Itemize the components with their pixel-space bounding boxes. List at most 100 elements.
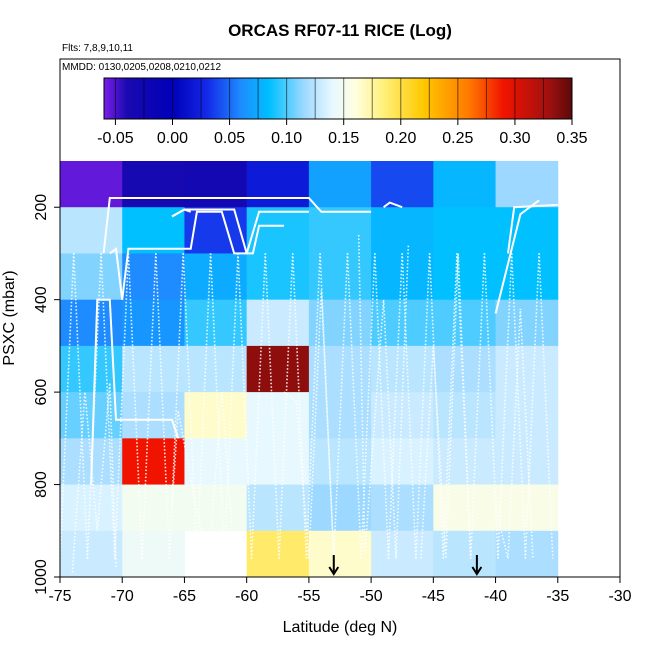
heatmap-cell	[495, 299, 559, 347]
x-tick-label: -60	[235, 588, 258, 605]
heatmap-cell	[308, 207, 372, 254]
heatmap-cell	[308, 253, 372, 301]
heatmap-cell	[308, 484, 372, 532]
colorbar-tick-label: 0.10	[271, 130, 302, 147]
plot-frame	[59, 58, 621, 578]
flight-track-solid	[109, 246, 124, 300]
heatmap-cell	[495, 530, 559, 578]
y-axis-label: PSXC (mbar)	[1, 270, 18, 365]
heatmap-cell	[122, 161, 185, 208]
heatmap-cell	[308, 438, 372, 486]
x-tick-label: -30	[608, 588, 631, 605]
heatmap-cell	[495, 207, 559, 254]
flight-track-solid	[102, 197, 372, 254]
colorbar-tick-label: -0.05	[97, 130, 134, 147]
heatmap-cell	[246, 207, 310, 254]
heatmap-cells	[60, 161, 559, 578]
heatmap-cell	[371, 438, 434, 486]
x-tick-label: -35	[546, 588, 569, 605]
heatmap-cell	[122, 484, 185, 532]
heatmap-cell	[60, 530, 123, 578]
heatmap-cell	[495, 345, 559, 393]
flights-annotation: Flts: 7,8,9,10,11	[62, 43, 133, 54]
flight-track-solid	[121, 210, 309, 300]
heatmap-cell	[246, 392, 310, 439]
x-tick-label: -40	[484, 588, 507, 605]
x-tick-label: -75	[48, 588, 71, 605]
flight-track-solid	[507, 203, 558, 254]
heatmap-cell	[246, 299, 310, 347]
y-tick-label: 800	[33, 471, 50, 498]
heatmap-cell	[184, 392, 248, 439]
heatmap-cell	[122, 345, 185, 393]
heatmap-cell	[371, 392, 434, 439]
heatmap-cell	[60, 392, 123, 439]
heatmap-cell	[371, 299, 434, 347]
y-tick-label: 1000	[33, 559, 50, 595]
heatmap-cell	[60, 253, 123, 301]
heatmap-cell	[246, 161, 310, 208]
mmdd-annotation: MMDD: 0130,0205,0208,0210,0212	[62, 62, 221, 73]
x-tick-label: -45	[422, 588, 445, 605]
x-tick-label: -70	[111, 588, 134, 605]
heatmap-cell	[433, 299, 497, 347]
flight-track-dotted	[171, 392, 235, 559]
y-axis: 200 400 600 800 1000	[33, 194, 60, 595]
heatmap-cell	[371, 161, 434, 208]
heatmap-cell	[122, 530, 185, 578]
flight-track-solid	[171, 208, 192, 218]
heatmap-cell	[371, 207, 434, 254]
heatmap-cell	[60, 484, 123, 532]
heatmap-cell	[122, 392, 185, 439]
heatmap-cell	[495, 484, 559, 532]
chart-title: ORCAS RF07-11 RICE (Log)	[228, 21, 452, 40]
heatmap-cell	[60, 207, 123, 254]
colorbar-tick-label: 0.35	[556, 130, 587, 147]
heatmap-cell	[60, 299, 123, 347]
flight-track-solid	[383, 201, 403, 209]
colorbar-tick-label: 0.00	[157, 130, 188, 147]
heatmap-cell	[60, 161, 123, 208]
flight-track-dotted	[71, 382, 117, 573]
flight-tracks	[59, 197, 558, 573]
colorbar-tick-label: 0.20	[385, 130, 416, 147]
heatmap-cell	[308, 530, 372, 578]
flight-track-solid	[494, 199, 540, 314]
heatmap-cell	[122, 253, 185, 301]
heatmap-cell	[433, 207, 497, 254]
x-tick-label: -65	[173, 588, 196, 605]
flight-track-dotted	[494, 308, 534, 559]
colorbar-tick-label: 0.25	[442, 130, 473, 147]
heatmap-cell	[433, 484, 497, 532]
colorbar-tick-label: 0.15	[328, 130, 359, 147]
heatmap-cell	[246, 345, 310, 393]
colorbar-tick-label: 0.30	[499, 130, 530, 147]
heatmap-cell	[495, 392, 559, 439]
heatmap-cell	[184, 161, 248, 208]
y-tick-label: 400	[33, 286, 50, 313]
heatmap-cell	[433, 438, 497, 486]
heatmap-cell	[433, 161, 497, 208]
location-markers	[328, 555, 483, 576]
heatmap-cell	[495, 161, 559, 208]
heatmap-cell	[495, 253, 559, 301]
heatmap-cell	[371, 345, 434, 393]
heatmap-cell	[371, 530, 434, 578]
heatmap-cell	[246, 484, 310, 532]
flight-track-solid	[90, 298, 180, 485]
arrow-down-marker-head	[328, 566, 340, 576]
arrow-down-marker-head	[471, 566, 483, 576]
heatmap-cell	[308, 161, 372, 208]
x-axis-label: Latitude (deg N)	[283, 619, 398, 636]
x-axis: -75 -70 -65 -60 -55 -50 -45 -40 -35 -30	[48, 577, 632, 605]
heatmap-cell	[184, 299, 248, 347]
flight-track-dotted	[420, 253, 472, 559]
y-tick-label: 600	[33, 379, 50, 406]
heatmap-cell	[433, 345, 497, 393]
colorbar: -0.05 0.00 0.05 0.10 0.15 0.20 0.25 0.30 0.35	[97, 77, 588, 147]
x-tick-label: -50	[360, 588, 383, 605]
colorbar-gradient	[103, 77, 573, 120]
colorbar-tick-label: 0.05	[214, 130, 245, 147]
heatmap-cell	[246, 253, 310, 301]
